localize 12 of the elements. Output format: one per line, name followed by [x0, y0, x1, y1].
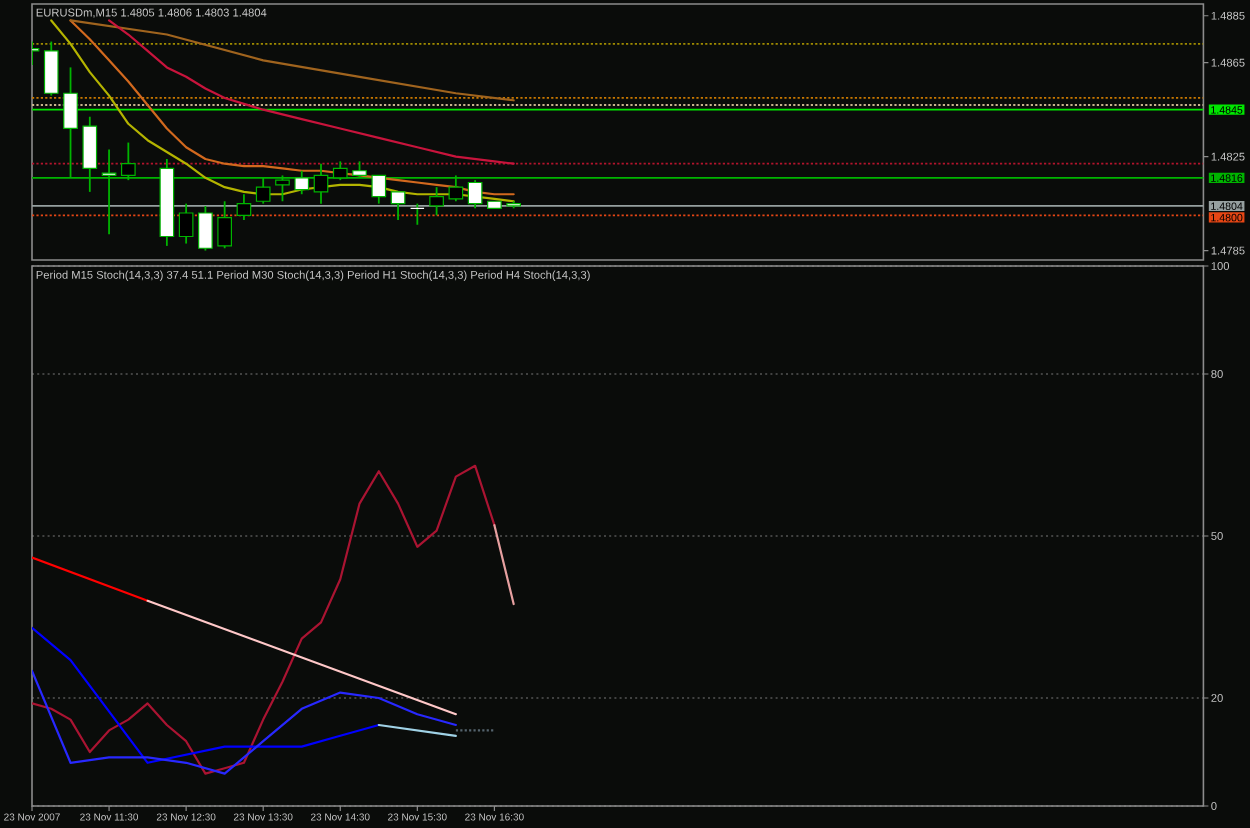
candlestick: [198, 205, 213, 252]
line-series: [69, 19, 515, 102]
line-series: [32, 464, 496, 775]
candlestick: [429, 186, 444, 217]
candlestick: [217, 200, 233, 250]
line-series: [32, 669, 457, 775]
line-series: [107, 19, 515, 165]
candlestick: [409, 202, 425, 226]
candlestick: [236, 193, 252, 221]
candlestick: [43, 40, 59, 97]
candlestick: [390, 190, 406, 221]
candlestick: [178, 202, 194, 245]
